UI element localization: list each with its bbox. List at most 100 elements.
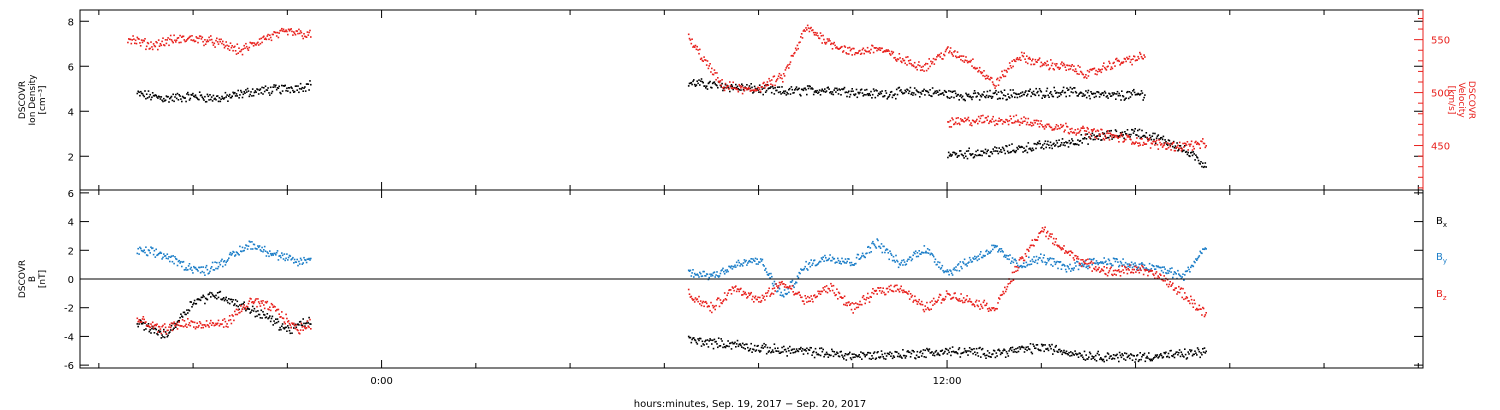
data-point bbox=[1009, 282, 1011, 285]
data-point bbox=[802, 300, 805, 303]
data-point bbox=[1109, 262, 1111, 265]
data-point bbox=[1099, 358, 1101, 361]
data-point bbox=[986, 302, 988, 305]
data-point bbox=[300, 322, 303, 325]
data-point bbox=[1113, 136, 1116, 138]
data-point bbox=[711, 311, 713, 314]
data-point bbox=[992, 307, 994, 310]
data-point bbox=[193, 302, 195, 304]
data-point bbox=[735, 261, 738, 264]
data-point bbox=[913, 251, 915, 254]
data-point bbox=[212, 94, 215, 97]
data-point bbox=[300, 31, 303, 34]
data-point bbox=[282, 258, 285, 260]
data-point bbox=[797, 350, 800, 353]
data-point bbox=[782, 90, 785, 93]
data-point bbox=[209, 270, 211, 273]
data-point bbox=[1070, 141, 1072, 144]
data-point bbox=[1059, 350, 1062, 353]
data-point bbox=[1077, 144, 1080, 146]
data-point bbox=[1186, 357, 1189, 359]
data-point bbox=[730, 348, 733, 350]
data-point bbox=[159, 330, 162, 333]
data-point bbox=[163, 97, 165, 100]
data-point bbox=[169, 34, 172, 37]
data-point bbox=[753, 260, 756, 262]
data-point bbox=[248, 95, 251, 98]
data-point bbox=[843, 358, 845, 360]
data-point bbox=[1198, 304, 1201, 307]
data-point bbox=[1194, 261, 1196, 264]
panel-frame bbox=[79, 9, 1424, 191]
data-point bbox=[186, 309, 188, 311]
data-point bbox=[982, 301, 985, 304]
data-point bbox=[687, 33, 690, 36]
data-point bbox=[223, 299, 226, 302]
data-point bbox=[784, 292, 787, 295]
data-point bbox=[1024, 253, 1027, 255]
data-point bbox=[910, 63, 912, 65]
data-point bbox=[938, 53, 941, 56]
data-point bbox=[172, 322, 174, 325]
data-point bbox=[1024, 348, 1027, 350]
data-point bbox=[281, 325, 283, 327]
data-point bbox=[1143, 96, 1145, 99]
data-point bbox=[1067, 89, 1069, 91]
data-point bbox=[805, 88, 807, 91]
data-point bbox=[293, 90, 296, 93]
data-point bbox=[968, 261, 970, 263]
data-point bbox=[999, 120, 1001, 122]
data-point bbox=[697, 82, 699, 85]
data-point bbox=[815, 296, 818, 298]
data-point bbox=[1160, 143, 1163, 145]
data-point bbox=[235, 53, 238, 55]
data-point bbox=[872, 51, 875, 54]
data-point bbox=[1143, 268, 1146, 271]
data-point bbox=[971, 124, 973, 127]
data-point bbox=[306, 320, 309, 323]
data-point bbox=[1039, 142, 1041, 145]
data-point bbox=[1099, 262, 1101, 264]
data-point bbox=[997, 91, 1000, 93]
data-point bbox=[1043, 254, 1045, 256]
data-point bbox=[847, 47, 849, 49]
data-point bbox=[848, 353, 850, 355]
data-point bbox=[1196, 307, 1198, 310]
data-point bbox=[163, 44, 165, 46]
data-point bbox=[237, 52, 239, 54]
data-point bbox=[246, 306, 249, 308]
data-point bbox=[726, 84, 728, 87]
data-point bbox=[704, 85, 706, 87]
data-point bbox=[746, 88, 749, 90]
data-point bbox=[1011, 271, 1014, 274]
data-point bbox=[1131, 93, 1133, 96]
data-point bbox=[711, 339, 714, 342]
data-point bbox=[1106, 359, 1108, 362]
data-point bbox=[1144, 143, 1147, 145]
data-point bbox=[737, 288, 740, 291]
data-point bbox=[1044, 261, 1046, 263]
data-point bbox=[146, 254, 149, 257]
data-point bbox=[1077, 132, 1080, 134]
data-point bbox=[998, 348, 1000, 351]
data-point bbox=[1111, 67, 1114, 70]
data-point bbox=[967, 300, 969, 303]
data-point bbox=[749, 90, 752, 92]
data-point bbox=[1028, 124, 1030, 126]
data-point bbox=[1095, 136, 1097, 138]
data-point bbox=[1054, 263, 1057, 266]
data-point bbox=[288, 329, 291, 332]
data-point bbox=[1120, 134, 1123, 137]
data-point bbox=[220, 298, 222, 301]
data-point bbox=[957, 263, 960, 265]
data-point bbox=[890, 284, 892, 287]
data-point bbox=[233, 92, 235, 95]
data-point bbox=[791, 285, 794, 287]
data-point bbox=[1152, 140, 1154, 143]
data-point bbox=[836, 351, 838, 354]
data-point bbox=[1041, 97, 1043, 99]
data-point bbox=[1044, 94, 1047, 97]
data-point bbox=[242, 93, 245, 96]
data-point bbox=[1181, 148, 1183, 150]
data-point bbox=[867, 50, 870, 53]
